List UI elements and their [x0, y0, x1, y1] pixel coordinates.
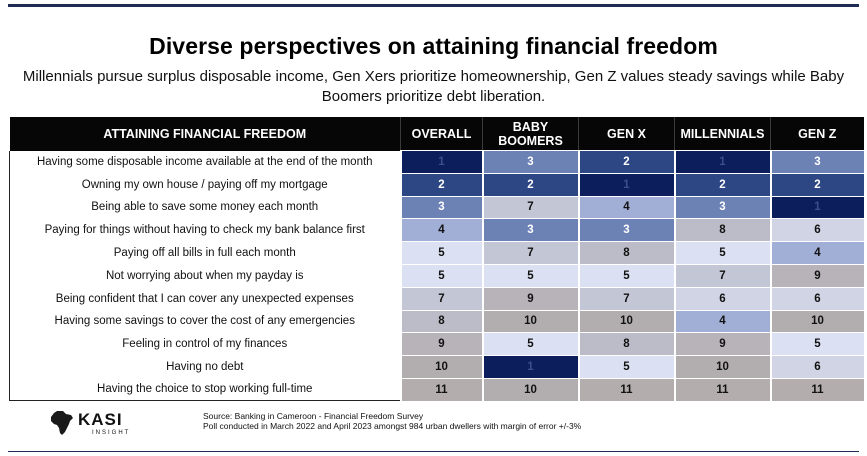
- col-header-baby-boomers-text: BABY BOOMERS: [498, 119, 563, 148]
- bottom-rule: [8, 451, 859, 452]
- row-label: Having some disposable income available …: [9, 150, 401, 174]
- rank-cell-overall: 7: [399, 286, 483, 311]
- logo-subtext: INSIGHT: [92, 430, 131, 436]
- rank-cell-millennials: 2: [673, 172, 771, 197]
- rank-cell-gen-z: 11: [769, 377, 864, 401]
- rank-cell-gen-x: 5: [577, 263, 675, 288]
- row-label: Having no debt: [9, 355, 401, 379]
- top-rule: [8, 4, 859, 7]
- rank-cell-baby-boomers: 3: [481, 150, 579, 174]
- rank-cell-overall: 8: [399, 309, 483, 333]
- rank-cell-overall: 1: [399, 150, 483, 174]
- rank-cell-gen-z: 6: [769, 218, 864, 242]
- rank-cell-gen-z: 6: [769, 286, 864, 311]
- col-header-baby-boomers: BABY BOOMERS: [482, 117, 579, 151]
- rank-cell-gen-x: 11: [577, 377, 675, 401]
- rank-cell-gen-z: 9: [769, 263, 864, 288]
- kasi-logo: KASI INSIGHT: [48, 409, 158, 439]
- africa-map-icon: [51, 411, 73, 435]
- table-row: Having some savings to cover the cost of…: [9, 309, 864, 333]
- rank-cell-gen-z: 2: [769, 172, 864, 197]
- table-row: Being confident that I can cover any une…: [9, 286, 864, 311]
- rank-cell-millennials: 7: [673, 263, 771, 288]
- row-label: Feeling in control of my finances: [9, 332, 401, 356]
- rank-cell-overall: 9: [399, 332, 483, 356]
- row-label: Not worrying about when my payday is: [9, 264, 401, 288]
- rank-cell-gen-x: 3: [577, 218, 675, 242]
- table-row: Having some disposable income available …: [9, 150, 864, 174]
- table-body: Having some disposable income available …: [9, 150, 864, 402]
- rank-cell-baby-boomers: 10: [481, 377, 579, 401]
- rank-cell-gen-x: 4: [577, 195, 675, 219]
- table-row: Being able to save some money each month…: [9, 195, 864, 219]
- col-header-gen-z: GEN Z: [770, 117, 864, 151]
- col-header-millennials: MILLENNIALS: [674, 117, 771, 151]
- rank-cell-baby-boomers: 5: [481, 263, 579, 288]
- page-title: Diverse perspectives on attaining financ…: [149, 33, 718, 59]
- ranking-table: ATTAINING FINANCIAL FREEDOM OVERALL BABY…: [9, 117, 864, 402]
- rank-cell-millennials: 5: [673, 241, 771, 265]
- rank-cell-overall: 5: [399, 263, 483, 288]
- row-label: Paying off all bills in full each month: [9, 241, 401, 265]
- rank-cell-baby-boomers: 5: [481, 332, 579, 356]
- rank-cell-gen-z: 5: [769, 332, 864, 356]
- rank-cell-gen-x: 5: [577, 355, 675, 379]
- rank-cell-overall: 3: [399, 195, 483, 219]
- rank-cell-baby-boomers: 3: [481, 218, 579, 242]
- table-row: Paying for things without having to chec…: [9, 218, 864, 242]
- rank-cell-millennials: 9: [673, 332, 771, 356]
- rank-cell-gen-z: 4: [769, 241, 864, 265]
- rank-cell-millennials: 8: [673, 218, 771, 242]
- rank-cell-millennials: 1: [673, 150, 771, 174]
- rank-cell-millennials: 11: [673, 377, 771, 401]
- table-row: Paying off all bills in full each month 5…: [9, 241, 864, 265]
- row-label: Having the choice to stop working full-t…: [9, 378, 401, 402]
- col-header-overall: OVERALL: [400, 117, 483, 151]
- rank-cell-baby-boomers: 2: [481, 172, 579, 197]
- rank-cell-millennials: 4: [673, 309, 771, 333]
- row-label: Being confident that I can cover any une…: [9, 287, 401, 311]
- source-line-1: Source: Banking in Cameroon - Financial …: [203, 411, 424, 421]
- rank-cell-millennials: 10: [673, 355, 771, 379]
- rank-cell-gen-x: 7: [577, 286, 675, 311]
- col-header-gen-x: GEN X: [578, 117, 675, 151]
- rank-cell-baby-boomers: 7: [481, 241, 579, 265]
- source-line-2: Poll conducted in March 2022 and April 2…: [203, 421, 582, 431]
- rank-cell-overall: 5: [399, 241, 483, 265]
- row-label: Having some savings to cover the cost of…: [9, 310, 401, 333]
- rank-cell-millennials: 6: [673, 286, 771, 311]
- rank-cell-baby-boomers: 9: [481, 286, 579, 311]
- table-row: Not worrying about when my payday is 5 5 5 7…: [9, 263, 864, 288]
- table-row: Feeling in control of my finances 9 5 8 9 5: [9, 332, 864, 356]
- rank-cell-overall: 2: [399, 172, 483, 197]
- rank-cell-gen-x: 8: [577, 332, 675, 356]
- rank-cell-overall: 11: [399, 377, 483, 401]
- rank-cell-gen-z: 6: [769, 355, 864, 379]
- row-label: Being able to save some money each month: [9, 196, 401, 219]
- rank-cell-gen-z: 10: [769, 309, 864, 333]
- rank-cell-overall: 10: [399, 355, 483, 379]
- source-note: Source: Banking in Cameroon - Financial …: [203, 411, 581, 431]
- page-subtitle: Millennials pursue surplus disposable in…: [22, 68, 845, 105]
- rank-cell-gen-x: 1: [577, 172, 675, 197]
- table-row: Having no debt 10 1 5 10 6: [9, 355, 864, 379]
- rank-cell-gen-x: 10: [577, 309, 675, 333]
- table-row: Owning my own house / paying off my mort…: [9, 172, 864, 197]
- row-label: Paying for things without having to chec…: [9, 218, 401, 242]
- rank-cell-gen-x: 8: [577, 241, 675, 265]
- row-header: ATTAINING FINANCIAL FREEDOM: [9, 117, 401, 151]
- logo-text: KASI: [78, 410, 123, 429]
- rank-cell-gen-z: 1: [769, 195, 864, 219]
- rank-cell-baby-boomers: 7: [481, 195, 579, 219]
- row-label: Owning my own house / paying off my mort…: [9, 173, 401, 197]
- table-header-row: ATTAINING FINANCIAL FREEDOM OVERALL BABY…: [9, 117, 864, 151]
- rank-cell-gen-x: 2: [577, 150, 675, 174]
- rank-cell-overall: 4: [399, 218, 483, 242]
- rank-cell-baby-boomers: 10: [481, 309, 579, 333]
- rank-cell-gen-z: 3: [769, 150, 864, 174]
- rank-cell-millennials: 3: [673, 195, 771, 219]
- rank-cell-baby-boomers: 1: [481, 355, 579, 379]
- table-row: Having the choice to stop working full-t…: [9, 377, 864, 402]
